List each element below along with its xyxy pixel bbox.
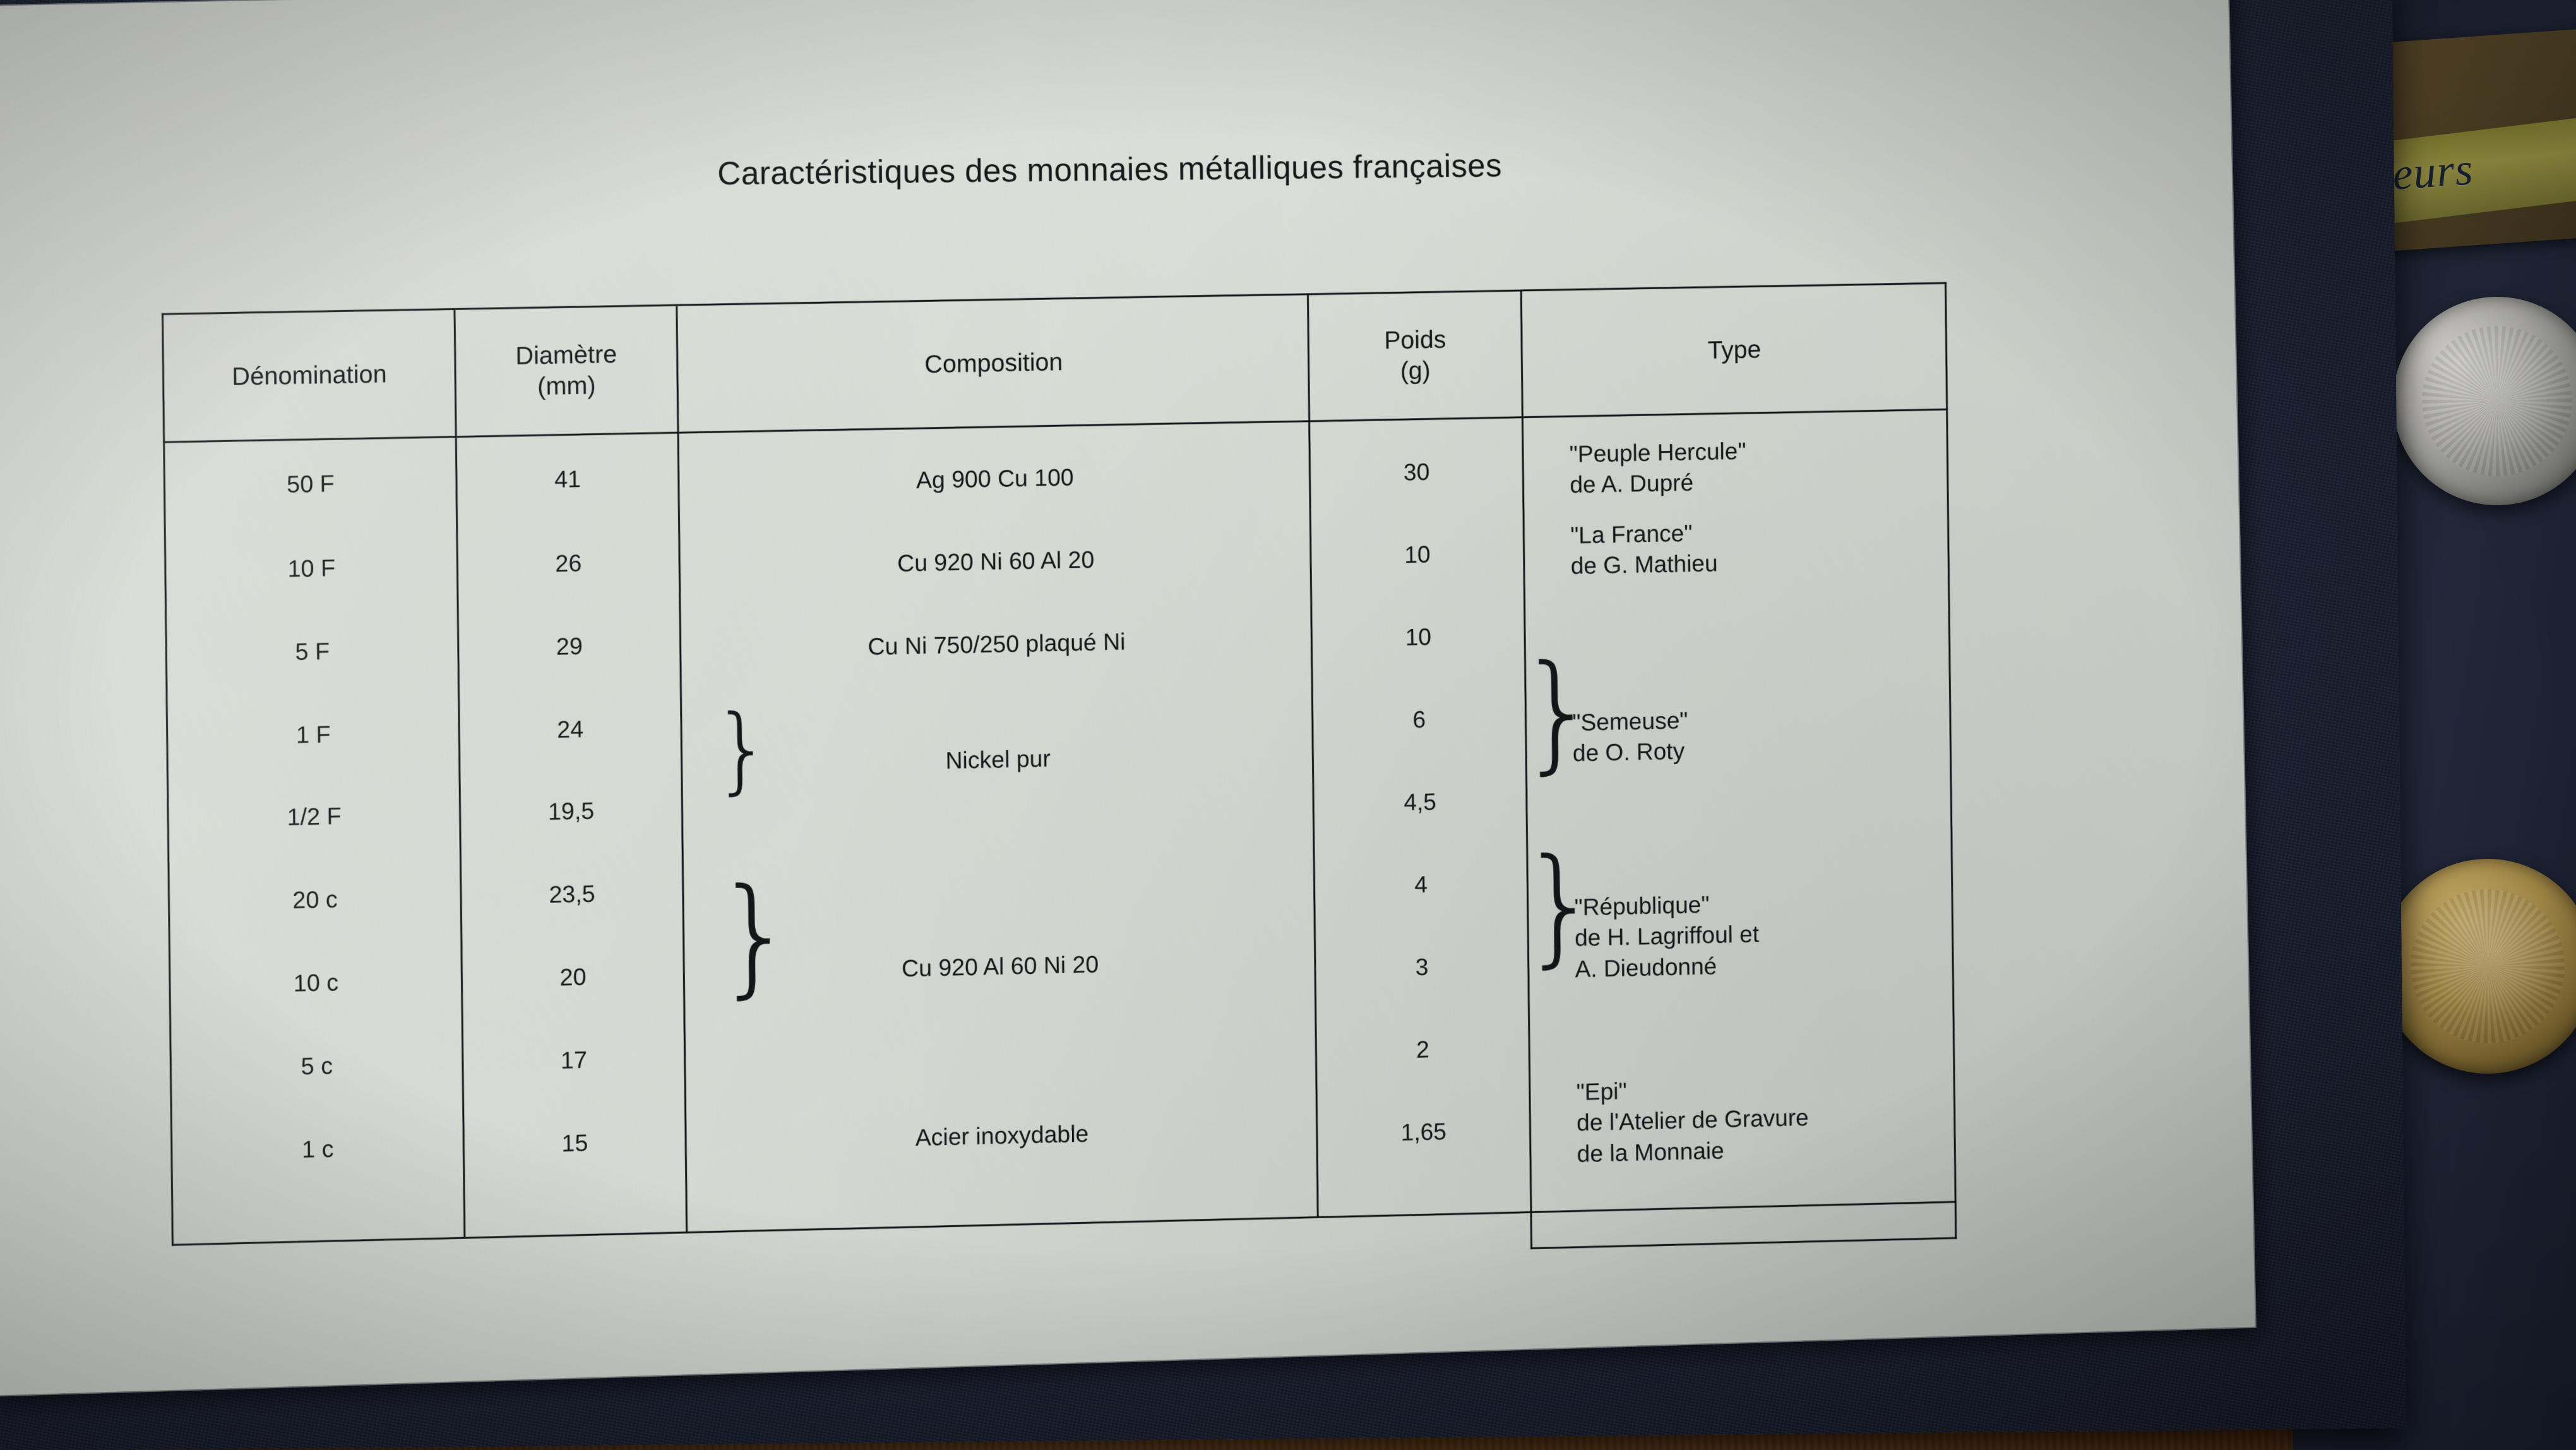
- diametre-value: 20: [559, 964, 587, 992]
- header-composition: Composition: [676, 294, 1309, 433]
- type-line3: A. Dieudonné: [1575, 953, 1717, 983]
- composition-value: Cu 920 Ni 60 Al 20: [897, 547, 1095, 577]
- denomination-value: 1 c: [301, 1135, 334, 1164]
- page-title: Caractéristiques des monnaies métallique…: [717, 147, 1503, 193]
- denomination-value: 10 F: [287, 555, 336, 583]
- poids-value: 10: [1405, 624, 1432, 651]
- diametre-value: 19,5: [547, 798, 595, 825]
- coin-relief-gold: [2402, 881, 2573, 1052]
- composition-value: Cu Ni 750/250 plaqué Ni: [868, 629, 1126, 661]
- diametre-value: 26: [555, 550, 582, 578]
- specification-card: Caractéristiques des monnaies métallique…: [0, 0, 2255, 1396]
- type-line2: de l'Atelier de Gravure: [1577, 1105, 1809, 1137]
- type-entry: "Epi" de l'Atelier de Gravure de la Monn…: [1576, 1072, 1809, 1170]
- poids-value: 6: [1412, 707, 1426, 734]
- diametre-value: 15: [561, 1130, 588, 1158]
- denomination-value: 1 F: [295, 721, 331, 749]
- header-diametre: Diamètre (mm): [455, 305, 678, 437]
- diametre-value: 41: [554, 466, 581, 493]
- diametre-stack: 41 26 29 24 19,5 23,5 20 17 15: [457, 434, 686, 1237]
- poids-stack: 30 10 10 6 4,5 4 3 2 1,65: [1310, 418, 1530, 1216]
- cell-poids: 30 10 10 6 4,5 4 3 2 1,65: [1309, 417, 1531, 1218]
- composition-value: Ag 900 Cu 100: [915, 464, 1074, 494]
- cell-compositions: Ag 900 Cu 100 Cu 920 Ni 60 Al 20 Cu Ni 7…: [677, 421, 1318, 1233]
- cell-diametres: 41 26 29 24 19,5 23,5 20 17 15: [456, 433, 687, 1238]
- cell-types: "Peuple Hercule" de A. Dupré "La France"…: [1517, 409, 1957, 1250]
- type-line2: de A. Dupré: [1570, 470, 1694, 499]
- coin-specification-table: Dénomination Diamètre (mm) Composition P…: [162, 282, 1957, 1250]
- type-line1: "La France": [1570, 520, 1693, 549]
- header-denomination: Dénomination: [162, 309, 456, 443]
- denomination-value: 5 c: [301, 1053, 333, 1081]
- composition-value: Nickel pur: [945, 745, 1051, 775]
- header-diametre-line1: Diamètre: [515, 340, 617, 370]
- presentation-case: Caractéristiques des monnaies métallique…: [0, 0, 2406, 1450]
- header-type: Type: [1521, 283, 1947, 417]
- poids-value: 10: [1404, 541, 1431, 569]
- cell-denominations: 50 F 10 F 5 F 1 F 1/2 F 20 c 10 c 5 c 1 …: [164, 436, 465, 1245]
- denomination-stack: 50 F 10 F 5 F 1 F 1/2 F 20 c 10 c 5 c 1 …: [165, 438, 463, 1244]
- header-poids-line1: Poids: [1384, 326, 1446, 355]
- type-entry: "La France" de G. Mathieu: [1570, 518, 1718, 582]
- poids-value: 30: [1403, 459, 1430, 486]
- type-entry: "Semeuse" de O. Roty: [1572, 706, 1688, 770]
- header-diametre-line2: (mm): [537, 371, 596, 400]
- poids-value: 4,5: [1404, 789, 1437, 817]
- diametre-value: 24: [557, 716, 584, 744]
- header-poids-line2: (g): [1400, 356, 1431, 385]
- denomination-value: 20 c: [292, 886, 338, 914]
- type-line1: "Peuple Hercule": [1569, 438, 1746, 468]
- poids-value: 1,65: [1400, 1118, 1447, 1146]
- type-line2: de G. Mathieu: [1570, 551, 1718, 580]
- diametre-value: 29: [556, 633, 583, 661]
- poids-value: 4: [1414, 872, 1428, 899]
- header-poids: Poids (g): [1308, 290, 1523, 421]
- composition-stack: Ag 900 Cu 100 Cu 920 Ni 60 Al 20 Cu Ni 7…: [679, 422, 1316, 1231]
- table-body-row: 50 F 10 F 5 F 1 F 1/2 F 20 c 10 c 5 c 1 …: [164, 409, 1957, 1250]
- denomination-value: 5 F: [295, 638, 330, 666]
- denomination-value: 50 F: [286, 470, 335, 498]
- type-line1: "République": [1574, 892, 1710, 921]
- denomination-value: 10 c: [293, 969, 339, 997]
- diametre-value: 23,5: [549, 880, 595, 909]
- specification-table-wrapper: Dénomination Diamètre (mm) Composition P…: [162, 282, 1957, 1272]
- diametre-value: 17: [560, 1047, 588, 1074]
- type-line1: "Semeuse": [1572, 707, 1688, 736]
- poids-value: 3: [1415, 954, 1429, 981]
- type-line1: "Epi": [1576, 1078, 1627, 1106]
- type-line2: de O. Roty: [1572, 738, 1685, 767]
- type-stack: "Peuple Hercule" de A. Dupré "La France"…: [1517, 410, 1955, 1211]
- poids-value: 2: [1416, 1036, 1429, 1064]
- type-line3: de la Monnaie: [1577, 1137, 1724, 1168]
- type-entry: "Peuple Hercule" de A. Dupré: [1570, 436, 1747, 501]
- type-entry: "République" de H. Lagriffoul et A. Dieu…: [1574, 889, 1759, 986]
- composition-value: Acier inoxydable: [915, 1121, 1089, 1152]
- denomination-value: 1/2 F: [287, 803, 342, 831]
- type-line2: de H. Lagriffoul et: [1574, 921, 1760, 952]
- coin-relief-silver: [2412, 316, 2576, 486]
